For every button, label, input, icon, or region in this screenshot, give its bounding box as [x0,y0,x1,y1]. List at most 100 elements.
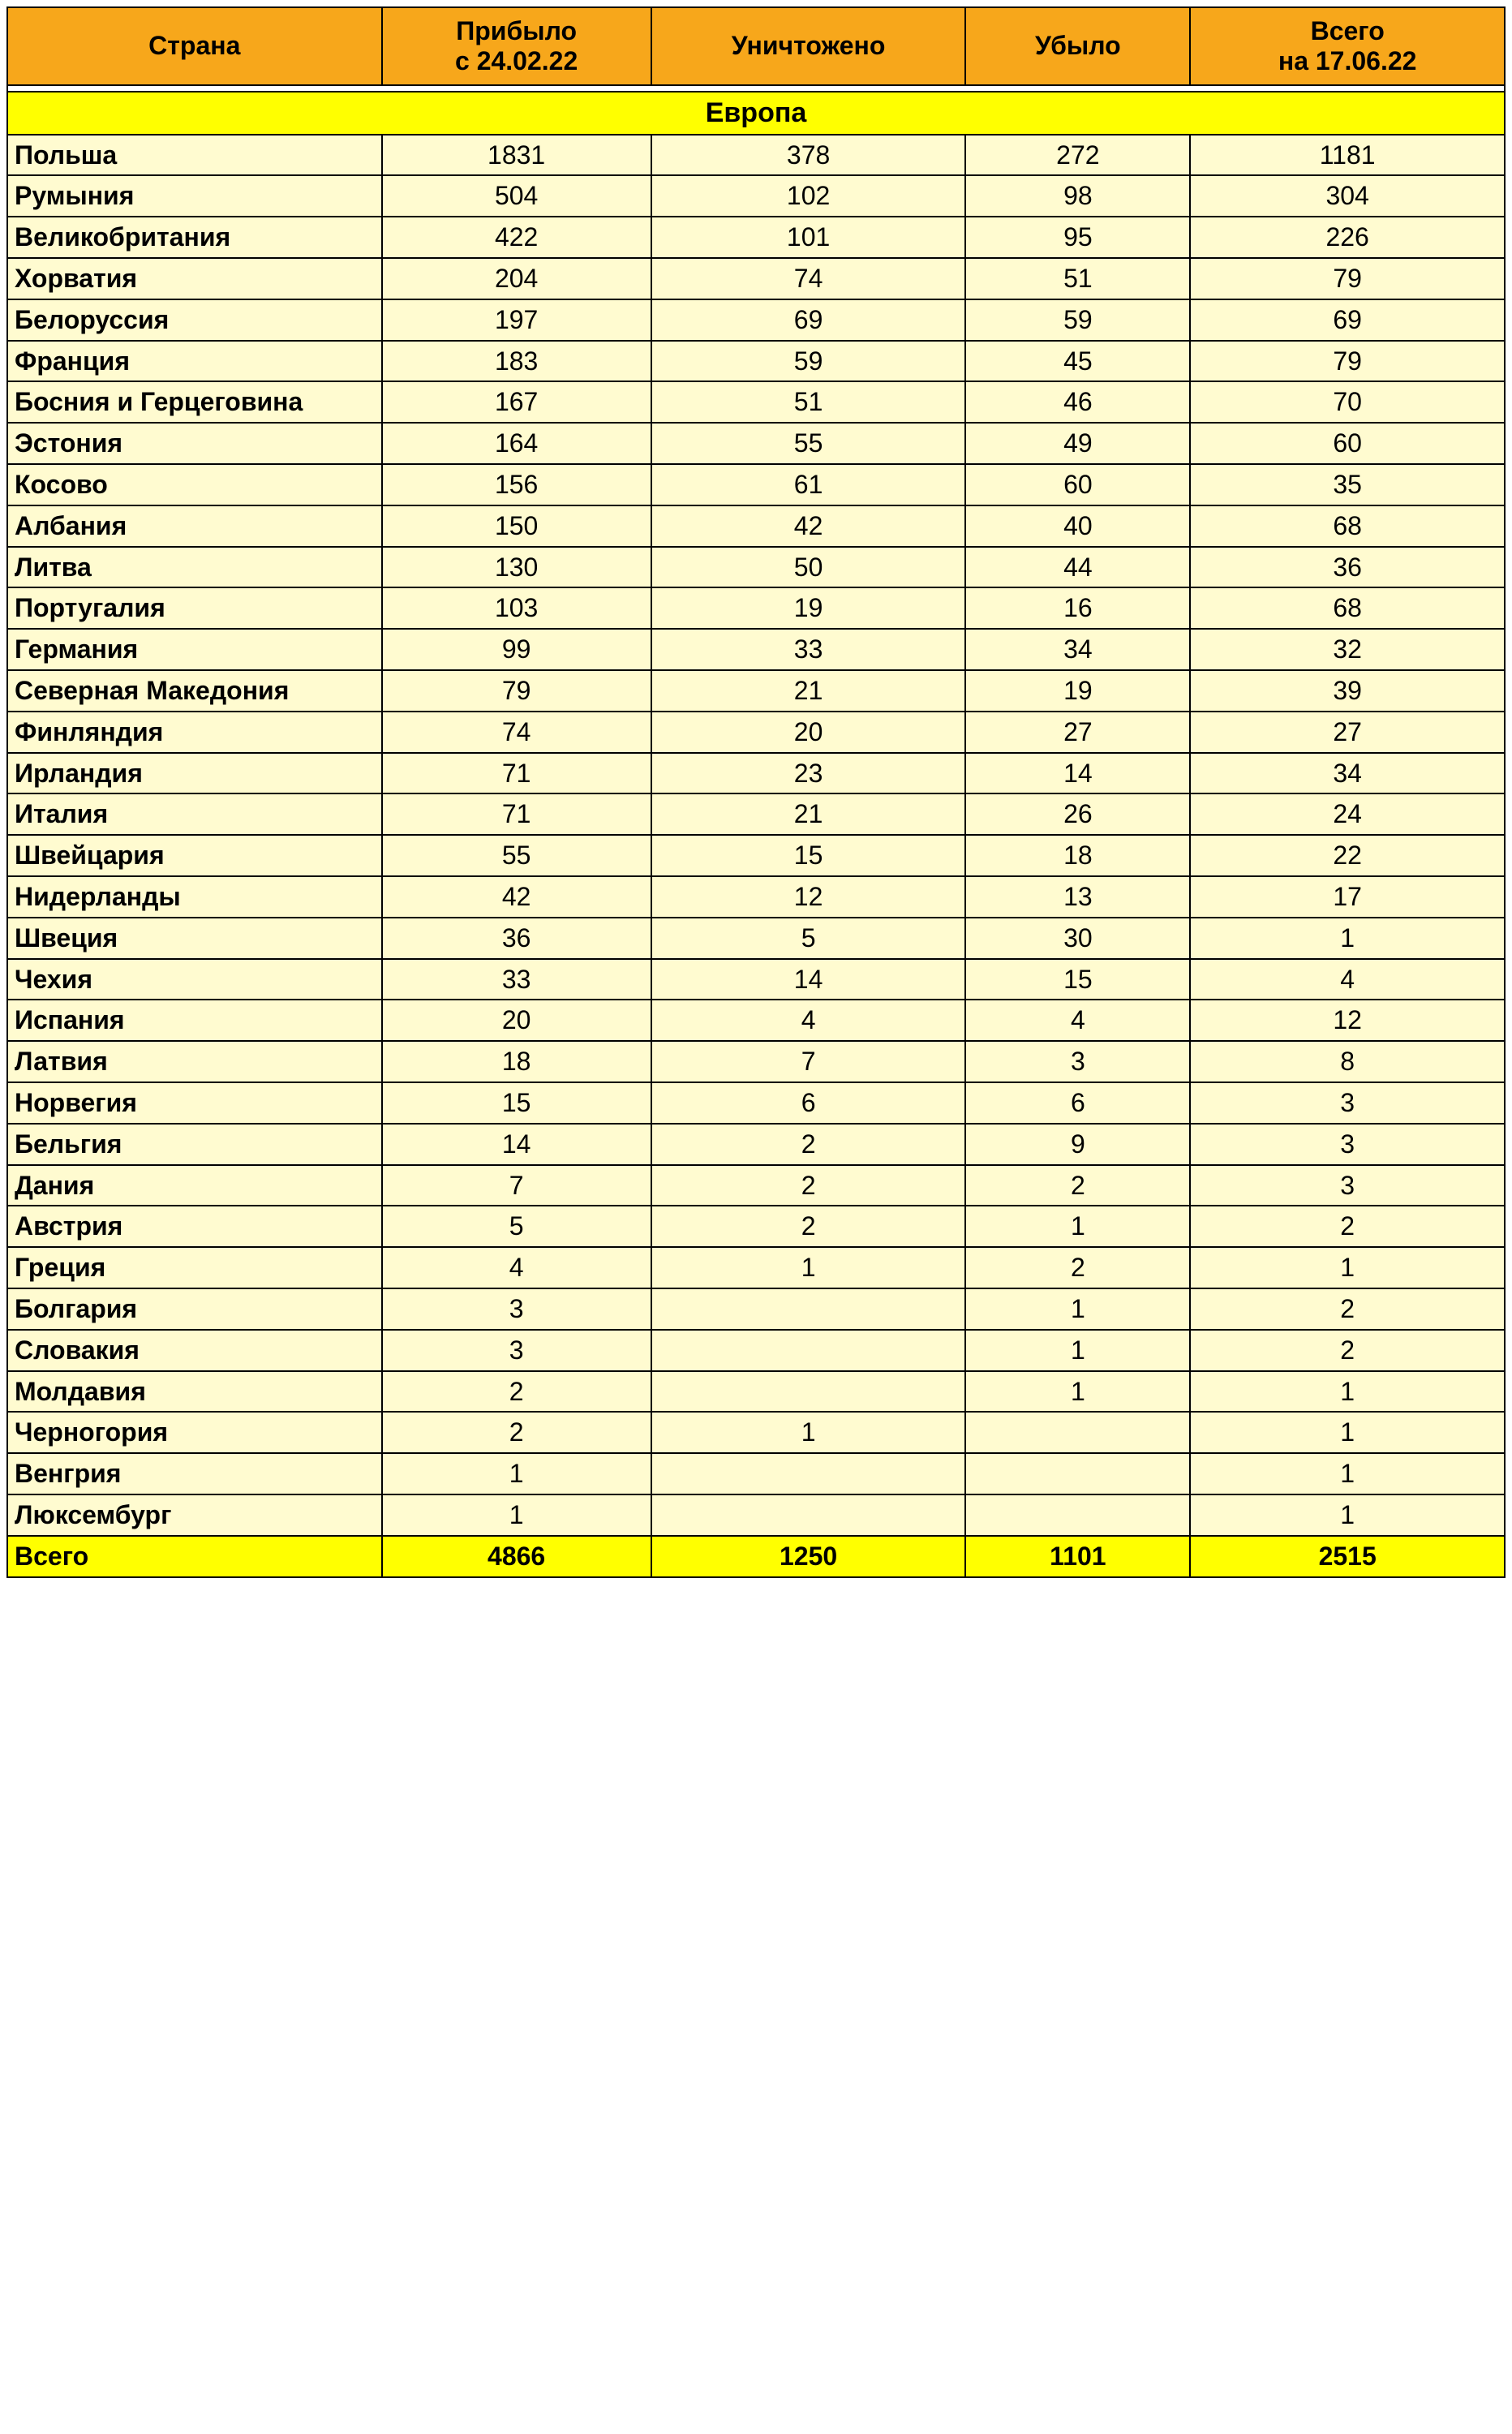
cell-destroyed: 42 [651,505,966,547]
cell-arrived: 130 [382,547,651,588]
cell-arrived: 2 [382,1371,651,1413]
cell-arrived: 2 [382,1412,651,1453]
table-row: Болгария312 [7,1288,1505,1330]
data-table: Страна Прибылос 24.02.22 Уничтожено Убыл… [6,6,1506,1578]
cell-country: Ирландия [7,753,382,794]
cell-arrived: 18 [382,1041,651,1082]
cell-total: 4 [1190,959,1505,1000]
cell-left: 13 [965,876,1190,918]
cell-country: Хорватия [7,258,382,299]
table-row: Швейцария55151822 [7,835,1505,876]
cell-arrived: 7 [382,1165,651,1206]
cell-total: 79 [1190,341,1505,382]
cell-left: 2 [965,1165,1190,1206]
cell-total: 1181 [1190,135,1505,176]
cell-total: 70 [1190,381,1505,423]
cell-destroyed: 378 [651,135,966,176]
section-header-row: Европа [7,92,1505,135]
cell-country: Румыния [7,175,382,217]
cell-left: 30 [965,918,1190,959]
cell-country: Польша [7,135,382,176]
table-row: Люксембург11 [7,1494,1505,1536]
cell-country: Франция [7,341,382,382]
cell-left: 1 [965,1371,1190,1413]
cell-country: Германия [7,629,382,670]
table-row: Франция183594579 [7,341,1505,382]
cell-total: 1 [1190,1371,1505,1413]
cell-country: Дания [7,1165,382,1206]
cell-destroyed: 69 [651,299,966,341]
cell-total: 1 [1190,918,1505,959]
cell-arrived: 150 [382,505,651,547]
cell-total: 3 [1190,1165,1505,1206]
cell-country: Греция [7,1247,382,1288]
cell-left: 51 [965,258,1190,299]
cell-destroyed: 61 [651,464,966,505]
cell-destroyed [651,1453,966,1494]
cell-country: Литва [7,547,382,588]
cell-destroyed: 55 [651,423,966,464]
table-row: Греция4121 [7,1247,1505,1288]
section-title: Европа [7,92,1505,135]
cell-country: Черногория [7,1412,382,1453]
cell-arrived: 3 [382,1288,651,1330]
cell-arrived: 42 [382,876,651,918]
cell-arrived: 167 [382,381,651,423]
cell-left: 19 [965,670,1190,712]
table-row: Латвия18738 [7,1041,1505,1082]
cell-country: Венгрия [7,1453,382,1494]
cell-left: 59 [965,299,1190,341]
cell-country: Швейцария [7,835,382,876]
cell-country: Австрия [7,1206,382,1247]
cell-arrived: 504 [382,175,651,217]
cell-total: 12 [1190,1000,1505,1041]
cell-destroyed [651,1330,966,1371]
cell-destroyed: 4 [651,1000,966,1041]
cell-country: Португалия [7,587,382,629]
cell-arrived: 204 [382,258,651,299]
cell-country: Бельгия [7,1124,382,1165]
cell-left: 98 [965,175,1190,217]
cell-destroyed: 15 [651,835,966,876]
cell-total: 8 [1190,1041,1505,1082]
cell-left: 272 [965,135,1190,176]
cell-destroyed: 19 [651,587,966,629]
cell-total: 60 [1190,423,1505,464]
cell-arrived: 3 [382,1330,651,1371]
col-arrived: Прибылос 24.02.22 [382,7,651,85]
cell-arrived: 422 [382,217,651,258]
cell-destroyed: 12 [651,876,966,918]
cell-left: 16 [965,587,1190,629]
cell-destroyed: 7 [651,1041,966,1082]
cell-country: Люксембург [7,1494,382,1536]
table-row: Испания204412 [7,1000,1505,1041]
cell-destroyed: 59 [651,341,966,382]
cell-left: 49 [965,423,1190,464]
cell-arrived: 1 [382,1453,651,1494]
cell-destroyed: 6 [651,1082,966,1124]
cell-destroyed: 21 [651,670,966,712]
cell-country: Великобритания [7,217,382,258]
cell-country: Северная Македония [7,670,382,712]
cell-country: Молдавия [7,1371,382,1413]
cell-arrived: 197 [382,299,651,341]
cell-left: 2 [965,1247,1190,1288]
table-row: Ирландия71231434 [7,753,1505,794]
cell-destroyed [651,1371,966,1413]
cell-total: 34 [1190,753,1505,794]
table-body: Европа Польша18313782721181Румыния504102… [7,85,1505,1577]
cell-left: 15 [965,959,1190,1000]
cell-left: 3 [965,1041,1190,1082]
table-row: Северная Македония79211939 [7,670,1505,712]
cell-arrived: 1831 [382,135,651,176]
cell-left: 95 [965,217,1190,258]
total-total: 2515 [1190,1536,1505,1577]
cell-arrived: 55 [382,835,651,876]
cell-country: Чехия [7,959,382,1000]
total-left: 1101 [965,1536,1190,1577]
table-header: Страна Прибылос 24.02.22 Уничтожено Убыл… [7,7,1505,85]
col-total: Всегона 17.06.22 [1190,7,1505,85]
cell-destroyed: 20 [651,712,966,753]
cell-country: Словакия [7,1330,382,1371]
table-row: Черногория211 [7,1412,1505,1453]
